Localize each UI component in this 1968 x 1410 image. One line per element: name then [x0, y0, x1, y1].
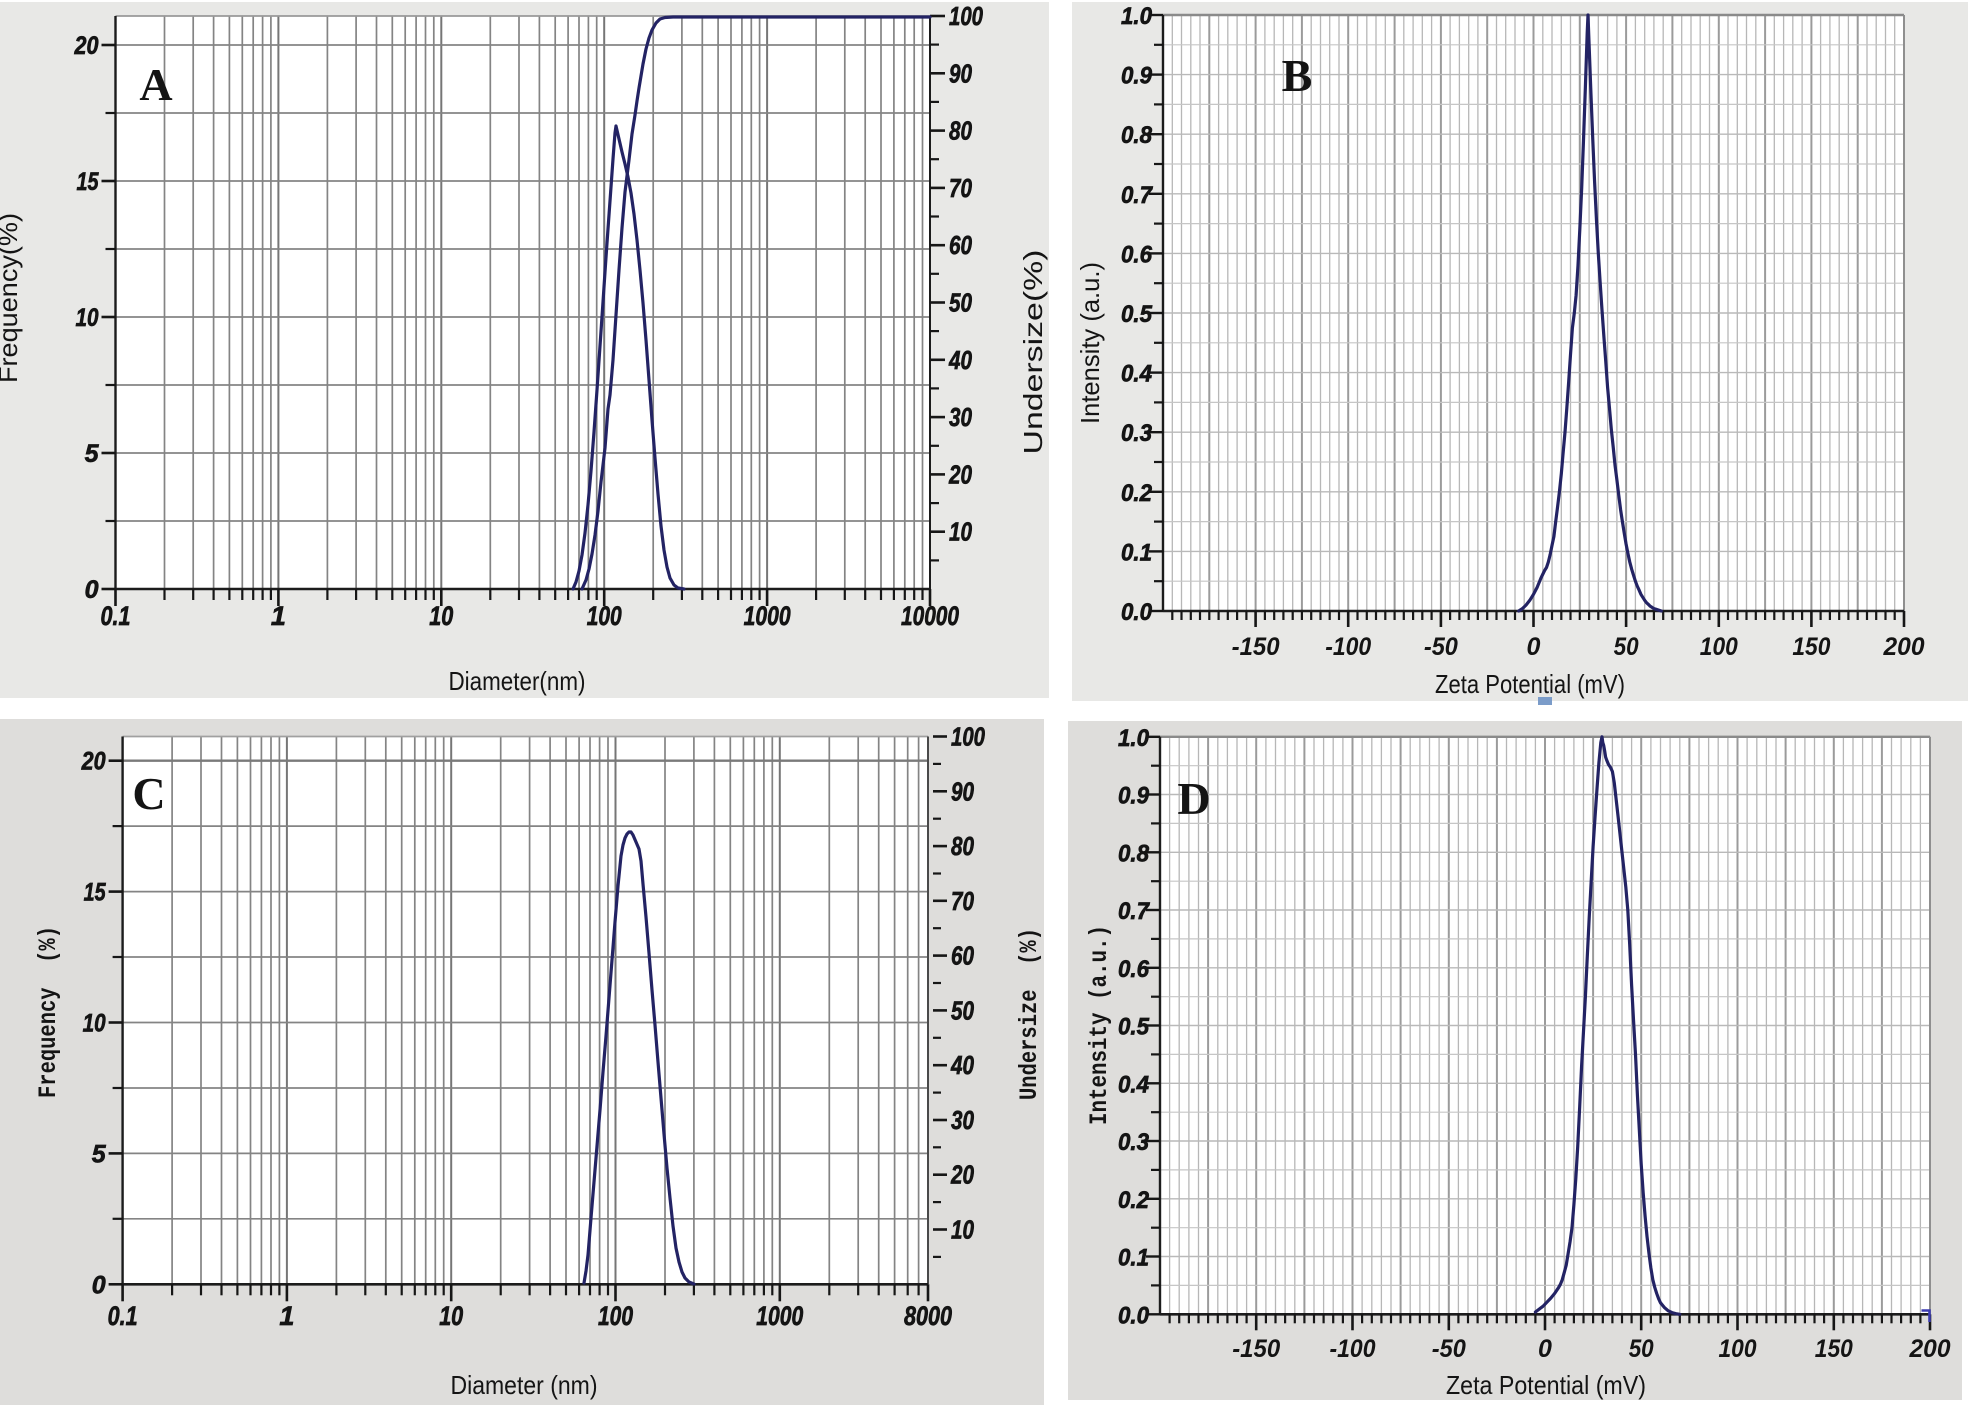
svg-text:15: 15	[84, 879, 107, 907]
svg-text:1: 1	[271, 601, 286, 631]
svg-text:Undersize (%): Undersize (%)	[1015, 928, 1044, 1100]
svg-text:150: 150	[1792, 633, 1830, 661]
svg-text:-100: -100	[1325, 633, 1371, 661]
svg-text:0.8: 0.8	[1118, 840, 1150, 867]
svg-text:-150: -150	[1232, 1335, 1280, 1363]
svg-text:0.1: 0.1	[108, 1301, 138, 1331]
svg-text:200: 200	[1883, 633, 1925, 661]
svg-text:50: 50	[1614, 633, 1639, 661]
svg-text:B: B	[1282, 50, 1313, 101]
svg-text:A: A	[139, 59, 172, 110]
svg-text:0.4: 0.4	[1118, 1071, 1149, 1098]
svg-text:1.0: 1.0	[1118, 725, 1150, 752]
svg-text:10000: 10000	[901, 601, 959, 631]
svg-text:100: 100	[587, 601, 622, 631]
svg-text:0.2: 0.2	[1118, 1187, 1150, 1214]
svg-text:C: C	[132, 768, 165, 819]
svg-text:Frequency (%): Frequency (%)	[34, 926, 63, 1098]
svg-text:20: 20	[948, 459, 972, 489]
svg-text:1: 1	[279, 1301, 294, 1331]
svg-text:10: 10	[951, 1215, 974, 1245]
svg-text:70: 70	[951, 886, 974, 916]
svg-text:-50: -50	[1432, 1335, 1466, 1363]
svg-text:Zeta Potential (mV): Zeta Potential (mV)	[1435, 669, 1625, 699]
svg-text:0.1: 0.1	[1121, 539, 1152, 566]
svg-text:150: 150	[1815, 1335, 1853, 1363]
svg-text:40: 40	[948, 345, 972, 375]
svg-text:Intensity (a.u.): Intensity (a.u.)	[1075, 262, 1105, 424]
svg-text:0.6: 0.6	[1118, 956, 1150, 983]
svg-text:-50: -50	[1424, 633, 1458, 661]
svg-text:-100: -100	[1330, 1335, 1376, 1363]
svg-text:0.9: 0.9	[1121, 63, 1153, 90]
svg-text:Intensity (a.u.): Intensity (a.u.)	[1085, 925, 1114, 1125]
svg-text:90: 90	[951, 776, 974, 806]
svg-text:Frequency(%): Frequency(%)	[0, 213, 23, 383]
svg-text:0.0: 0.0	[1118, 1302, 1150, 1329]
svg-text:20: 20	[74, 32, 99, 60]
svg-text:20: 20	[81, 748, 106, 776]
svg-text:90: 90	[949, 58, 972, 88]
svg-text:40: 40	[950, 1050, 974, 1080]
svg-text:0.3: 0.3	[1121, 420, 1153, 447]
svg-text:70: 70	[949, 173, 972, 203]
svg-text:0.5: 0.5	[1121, 301, 1153, 328]
svg-text:-150: -150	[1232, 633, 1280, 661]
svg-text:0.6: 0.6	[1121, 241, 1153, 268]
svg-text:Diameter(nm): Diameter(nm)	[449, 666, 586, 696]
svg-text:30: 30	[949, 402, 972, 432]
svg-text:Zeta Potential (mV): Zeta Potential (mV)	[1446, 1370, 1646, 1400]
svg-text:0.4: 0.4	[1121, 361, 1152, 388]
svg-text:50: 50	[1629, 1335, 1654, 1363]
svg-text:0: 0	[1538, 1335, 1552, 1363]
svg-text:5: 5	[92, 1140, 107, 1168]
svg-text:0.9: 0.9	[1118, 783, 1150, 810]
svg-text:0.0: 0.0	[1121, 599, 1153, 626]
svg-text:60: 60	[949, 230, 972, 260]
svg-text:50: 50	[951, 995, 974, 1025]
svg-text:0: 0	[92, 1271, 106, 1299]
svg-text:15: 15	[77, 168, 100, 196]
svg-text:10: 10	[76, 304, 99, 332]
svg-text:D: D	[1177, 773, 1210, 824]
svg-text:80: 80	[949, 116, 972, 146]
svg-text:80: 80	[951, 831, 974, 861]
svg-text:100: 100	[951, 722, 985, 752]
svg-text:100: 100	[598, 1301, 633, 1331]
svg-text:0: 0	[85, 576, 99, 604]
svg-text:Diameter (nm): Diameter (nm)	[451, 1370, 598, 1400]
svg-text:1000: 1000	[756, 1301, 803, 1331]
svg-text:100: 100	[1719, 1335, 1757, 1363]
svg-text:1.0: 1.0	[1121, 3, 1153, 30]
svg-text:50: 50	[949, 288, 972, 318]
svg-text:0.5: 0.5	[1118, 1014, 1150, 1041]
svg-text:30: 30	[951, 1105, 974, 1135]
svg-text:100: 100	[1700, 633, 1738, 661]
svg-text:10: 10	[439, 1301, 463, 1331]
svg-text:10: 10	[949, 517, 972, 547]
svg-text:0.7: 0.7	[1118, 898, 1151, 925]
svg-text:0.8: 0.8	[1121, 122, 1153, 149]
svg-text:0.1: 0.1	[101, 601, 131, 631]
svg-text:Undersize(%): Undersize(%)	[1018, 250, 1048, 455]
svg-text:200: 200	[1909, 1335, 1951, 1363]
svg-text:0.3: 0.3	[1118, 1129, 1150, 1156]
svg-text:60: 60	[951, 941, 974, 971]
svg-text:5: 5	[85, 440, 100, 468]
svg-text:10: 10	[429, 601, 453, 631]
svg-text:0.1: 0.1	[1118, 1245, 1149, 1272]
svg-text:1000: 1000	[744, 601, 791, 631]
svg-text:0: 0	[1527, 633, 1541, 661]
svg-text:100: 100	[949, 1, 983, 31]
svg-text:8000: 8000	[904, 1301, 952, 1331]
svg-text:20: 20	[950, 1160, 974, 1190]
svg-text:10: 10	[83, 1010, 106, 1038]
svg-text:0.7: 0.7	[1121, 182, 1154, 209]
svg-text:0.2: 0.2	[1121, 480, 1153, 507]
